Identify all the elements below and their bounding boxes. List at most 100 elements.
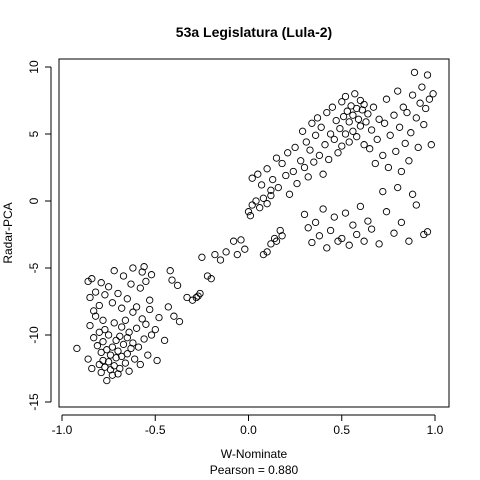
data-point [272,154,281,162]
data-point [164,303,172,311]
x-tick-label: 0.5 [333,423,350,437]
data-point [367,126,376,134]
data-point [101,325,109,334]
data-point [364,110,372,118]
data-point [380,119,389,127]
data-point [336,124,344,133]
data-point [252,197,260,205]
data-point [125,367,133,375]
data-point [97,279,105,287]
data-point [121,316,130,324]
data-point [325,155,333,164]
data-point [334,237,342,245]
data-point [119,340,128,349]
data-point [86,321,94,330]
data-point [310,158,318,166]
data-point [410,68,419,77]
data-point [106,366,115,374]
data-point [123,350,131,358]
data-point [366,145,374,153]
data-point [86,293,94,302]
data-point [192,293,200,302]
data-point [345,118,353,126]
data-point [269,175,277,184]
data-point [425,95,434,103]
data-point [173,281,182,290]
data-point [311,131,320,139]
x-tick-label: 1.0 [427,423,444,437]
x-axis-subtitle: Pearson = 0.880 [210,463,299,477]
data-point [360,141,368,149]
data-point [99,338,107,346]
data-point [90,307,98,315]
data-point [423,228,432,236]
data-point [244,208,253,216]
data-point [304,224,312,232]
data-point [248,201,256,209]
data-point [118,323,126,331]
data-point [349,221,357,229]
data-point [116,364,124,373]
plot-frame [58,58,450,408]
data-point [330,135,338,144]
data-point [73,344,81,353]
x-axis: -1.0 -0.5 0.0 0.5 1.0 [52,414,444,437]
data-point [123,295,131,303]
data-point [140,263,148,271]
data-point [257,181,266,189]
data-point [118,304,126,312]
data-point [131,355,139,363]
x-axis-label: W-Nominate [221,447,288,461]
data-point [278,159,286,168]
data-point [97,368,105,377]
data-point [397,167,406,176]
data-point [291,143,299,152]
data-point [408,91,417,99]
data-point [319,170,327,178]
data-point [284,149,292,157]
data-point [343,107,351,115]
data-point [375,240,383,248]
data-point [136,360,144,369]
data-point [125,328,133,336]
data-point [429,90,437,98]
data-point [103,376,111,385]
data-point [362,118,370,126]
data-point [412,114,420,122]
data-point [84,277,92,286]
data-point [129,308,137,316]
data-point [382,208,391,216]
data-point [356,202,365,211]
data-point [282,171,290,180]
data-point [144,351,152,359]
data-point [338,234,346,243]
data-point [397,218,406,227]
data-point [110,267,118,275]
data-point [423,71,432,79]
data-point [267,186,275,194]
data-point [392,147,400,156]
data-point [93,342,102,350]
data-point [323,108,331,117]
data-point [95,301,103,310]
data-point [153,356,161,365]
data-point [112,354,120,362]
data-point [248,174,256,182]
data-point [386,131,394,139]
data-point [330,213,338,221]
data-point [136,284,144,292]
data-point [422,104,430,113]
data-point [132,303,141,311]
data-point [101,291,109,299]
data-point [349,111,357,119]
data-point [353,133,361,141]
data-point [175,317,184,326]
data-point [108,371,117,379]
data-point [427,141,435,149]
data-point [203,272,212,280]
data-point [356,96,365,105]
data-point [353,230,361,239]
data-point [138,315,146,323]
chart-title: 53a Legislatura (Lula-2) [176,24,332,40]
y-tick-label: -5 [27,262,41,273]
